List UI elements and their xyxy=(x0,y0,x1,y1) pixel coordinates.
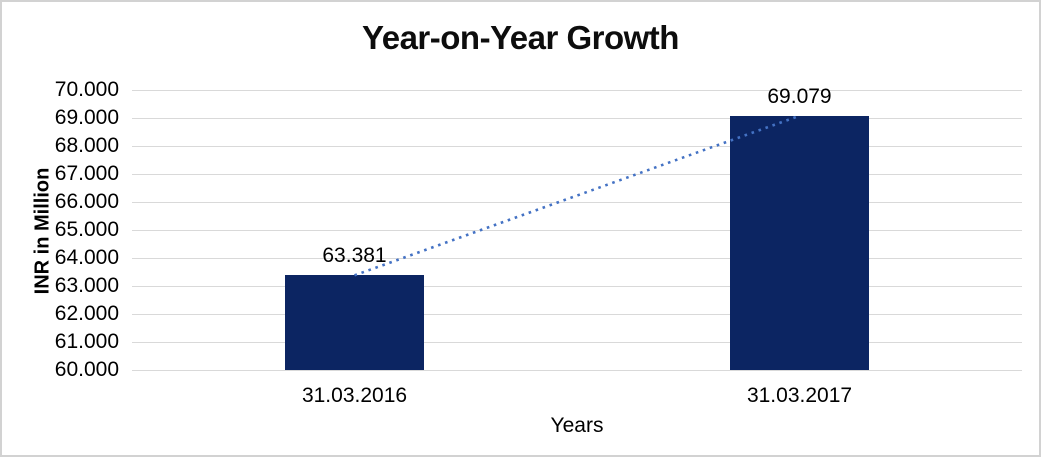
trendline-dotted xyxy=(354,114,800,277)
y-tick-label: 62.000 xyxy=(54,302,119,325)
y-tick-label: 63.000 xyxy=(54,274,119,297)
gridline xyxy=(132,90,1022,91)
x-tick-label: 31.03.2016 xyxy=(301,384,408,407)
y-tick-label: 65.000 xyxy=(54,218,119,241)
gridline xyxy=(132,370,1022,371)
y-tick-label: 69.000 xyxy=(54,106,119,129)
y-tick-label: 61.000 xyxy=(54,330,119,353)
gridline xyxy=(132,174,1022,175)
gridline xyxy=(132,286,1022,287)
gridline xyxy=(132,202,1022,203)
bar-value-label: 69.079 xyxy=(767,84,832,108)
plot-area: 63.381 69.079 xyxy=(132,85,1022,371)
y-tick-label: 64.000 xyxy=(54,246,119,269)
y-tick-label: 60.000 xyxy=(54,358,119,381)
gridline xyxy=(132,118,1022,119)
gridline xyxy=(132,314,1022,315)
bar-31.03.2017 xyxy=(730,115,869,370)
gridline xyxy=(132,230,1022,231)
gridline xyxy=(132,342,1022,343)
y-tick-label: 70.000 xyxy=(54,78,119,101)
chart-title: Year-on-Year Growth xyxy=(362,19,679,56)
y-tick-label: 66.000 xyxy=(54,190,119,213)
x-axis-title: Years xyxy=(550,414,604,437)
bar-31.03.2016 xyxy=(285,275,424,370)
x-tick-label: 31.03.2017 xyxy=(746,384,853,407)
y-tick-label: 68.000 xyxy=(54,134,119,157)
gridline xyxy=(132,146,1022,147)
bar-value-label: 63.381 xyxy=(322,244,387,268)
y-tick-label: 67.000 xyxy=(54,162,119,185)
gridline xyxy=(132,258,1022,259)
